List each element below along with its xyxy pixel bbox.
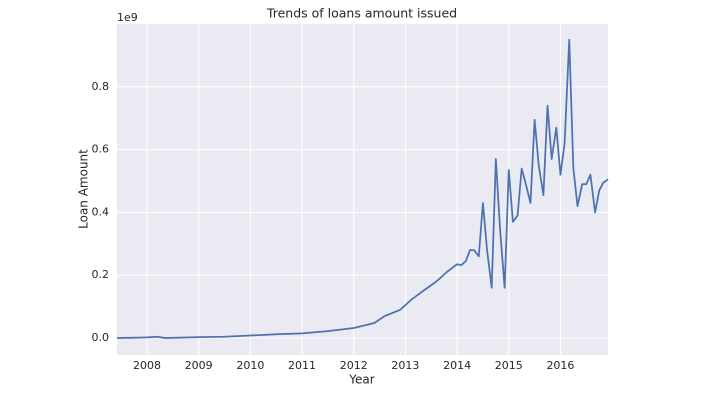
y-tick-label: 0.2 bbox=[92, 268, 110, 281]
y-offset-label: 1e9 bbox=[117, 11, 138, 24]
x-tick-label: 2012 bbox=[340, 359, 368, 372]
y-tick-label: 0.6 bbox=[92, 143, 110, 156]
chart-title: Trends of loans amount issued bbox=[266, 6, 457, 21]
x-tick-label: 2011 bbox=[288, 359, 316, 372]
y-tick-label: 0.4 bbox=[92, 205, 110, 218]
x-tick-label: 2008 bbox=[133, 359, 161, 372]
line-series bbox=[116, 38, 609, 339]
x-tick-label: 2009 bbox=[185, 359, 213, 372]
plot-area bbox=[117, 24, 608, 355]
x-tick-label: 2014 bbox=[443, 359, 471, 372]
x-tick-label: 2016 bbox=[546, 359, 574, 372]
y-tick-label: 0.8 bbox=[92, 80, 110, 93]
x-axis-label: Year bbox=[348, 373, 374, 387]
y-tick-label: 0.0 bbox=[92, 331, 110, 344]
x-tick-label: 2015 bbox=[495, 359, 523, 372]
y-axis-label: Loan Amount bbox=[77, 149, 91, 229]
x-tick-label: 2010 bbox=[236, 359, 264, 372]
x-tick-label: 2013 bbox=[391, 359, 419, 372]
